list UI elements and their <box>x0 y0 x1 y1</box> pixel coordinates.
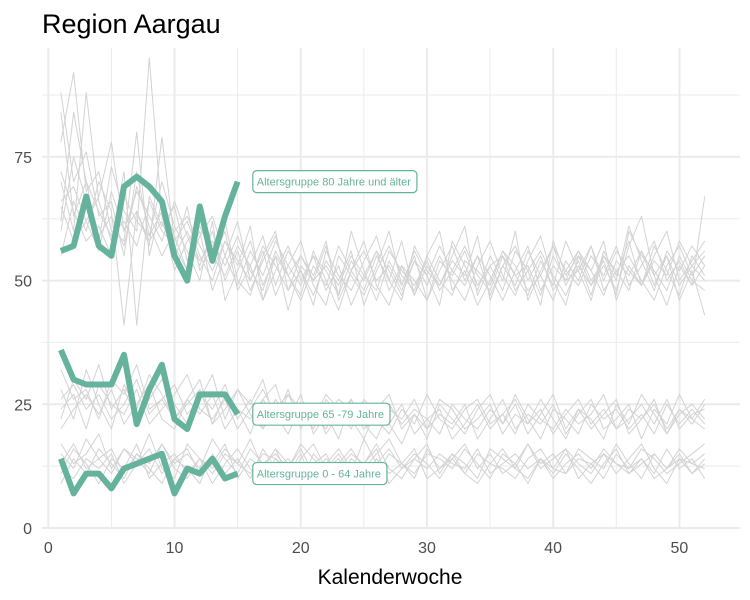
annotation-text: Altersgruppe 80 Jahre und älter <box>257 177 411 189</box>
background-series-line <box>60 136 706 326</box>
highlighted-series-group <box>58 173 241 497</box>
chart-title: Region Aargau <box>42 9 221 39</box>
y-axis-ticks: 0 25 50 75 <box>14 150 32 538</box>
highlighted-series-line-3 <box>58 450 239 497</box>
highlighted-series-line-1 <box>59 173 241 284</box>
x-tick-label: 20 <box>292 540 310 557</box>
y-tick-label: 25 <box>14 397 32 414</box>
highlighted-series-line-2 <box>58 348 241 432</box>
annotation-label-3: Altersgruppe 0 - 64 Jahre <box>252 461 388 486</box>
x-axis-title: Kalenderwoche <box>318 566 463 589</box>
x-tick-label: 40 <box>544 540 562 557</box>
background-series-line <box>60 443 706 479</box>
annotation-box <box>252 170 418 194</box>
background-series-line <box>60 112 706 306</box>
x-axis-ticks: 0 10 20 30 40 50 <box>44 540 689 557</box>
x-tick-label: 0 <box>44 540 53 557</box>
y-tick-label: 0 <box>23 521 32 538</box>
annotation-label-2: Altersgruppe 65 -79 Jahre <box>252 402 391 426</box>
annotation-box <box>252 461 388 486</box>
annotation-text: Altersgruppe 65 -79 Jahre <box>257 409 384 421</box>
annotation-box <box>252 402 391 426</box>
x-tick-label: 30 <box>418 540 436 557</box>
annotation-label-1: Altersgruppe 80 Jahre und älter <box>252 170 418 194</box>
gridlines <box>42 48 740 529</box>
x-tick-label: 10 <box>166 540 184 557</box>
background-series-line <box>60 433 706 479</box>
background-series-line <box>60 92 706 311</box>
background-series-line <box>60 92 706 326</box>
y-tick-label: 50 <box>14 274 32 291</box>
background-series-line <box>60 156 706 316</box>
annotation-group: Altersgruppe 80 Jahre und älter Altersgru… <box>252 170 418 486</box>
x-tick-label: 50 <box>671 540 689 557</box>
annotation-text: Altersgruppe 0 - 64 Jahre <box>257 469 381 481</box>
y-tick-label: 75 <box>14 150 32 167</box>
background-series-line <box>60 369 706 440</box>
